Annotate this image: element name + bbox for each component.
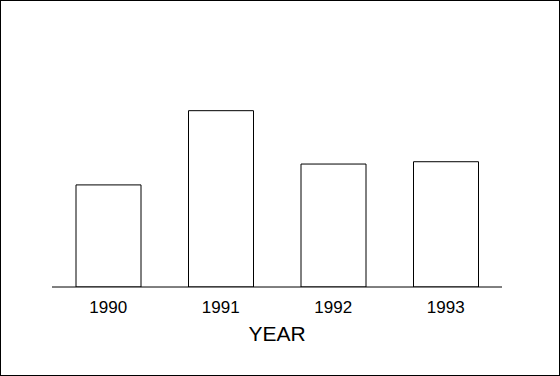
svg-text:1991: 1991 bbox=[202, 298, 240, 317]
svg-text:1990: 1990 bbox=[89, 298, 127, 317]
svg-text:1993: 1993 bbox=[427, 298, 465, 317]
svg-text:YEAR: YEAR bbox=[248, 322, 305, 345]
svg-text:1992: 1992 bbox=[314, 298, 352, 317]
